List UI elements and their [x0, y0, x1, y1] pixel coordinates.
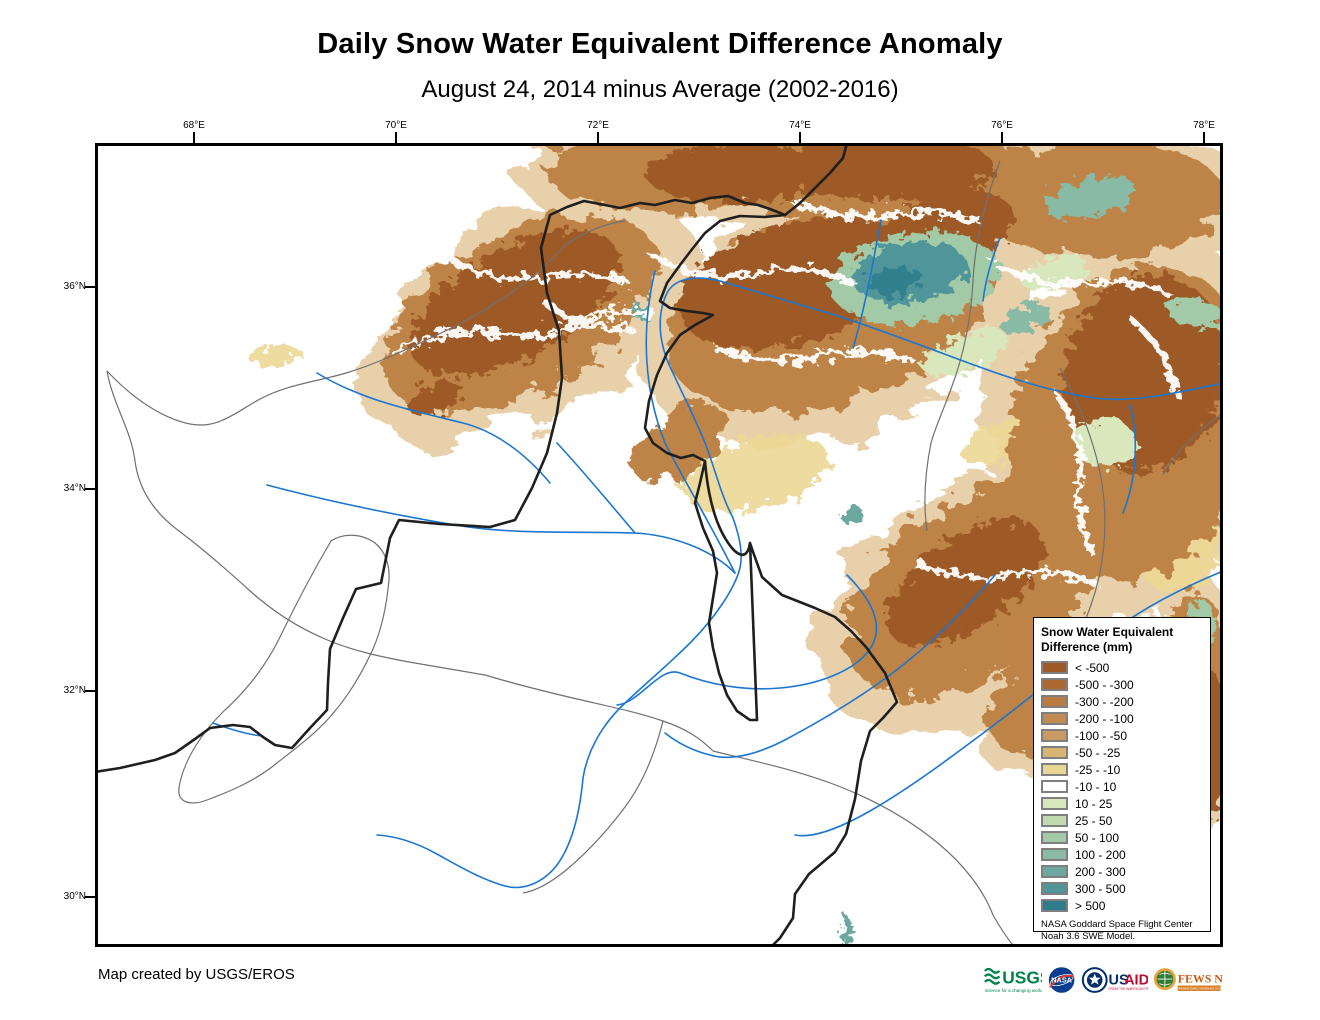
nasa-logo-text: NASA	[1051, 976, 1072, 985]
lat-label-36n: 36°N	[63, 281, 86, 292]
legend-item: 10 - 25	[1041, 795, 1204, 812]
page-subtitle: August 24, 2014 minus Average (2002-2016…	[421, 76, 899, 103]
map-canvas	[95, 143, 1223, 947]
lon-tick	[799, 132, 801, 143]
river-swat	[556, 442, 636, 534]
legend-swatch	[1041, 695, 1068, 708]
river-gilgit-trib	[852, 219, 882, 349]
legend-swatch	[1041, 746, 1068, 759]
lon-label-68e: 68°E	[183, 120, 205, 131]
legend-item: 50 - 100	[1041, 829, 1204, 846]
country-borders	[95, 143, 899, 947]
rivers	[212, 219, 1223, 889]
legend-item: 300 - 500	[1041, 880, 1204, 897]
snow-anomaly-map	[95, 143, 1223, 947]
river-panjshir	[316, 372, 551, 484]
river-kabul	[266, 484, 736, 574]
legend-swatch	[1041, 814, 1068, 827]
legend-item: -10 - 10	[1041, 778, 1204, 795]
map-credit: Map created by USGS/EROS	[98, 966, 295, 983]
legend-item: 25 - 50	[1041, 812, 1204, 829]
fewsnet-logo-text: FEWS NET	[1178, 972, 1223, 986]
border-northeast-spur	[783, 143, 849, 217]
legend-item: < -500	[1041, 659, 1204, 676]
legend-item: 200 - 300	[1041, 863, 1204, 880]
river-jhelum	[616, 574, 878, 706]
legend-swatch	[1041, 678, 1068, 691]
lon-tick	[1001, 132, 1003, 143]
usaid-logo-text-us: US	[1108, 973, 1129, 989]
legend-swatch	[1041, 882, 1068, 895]
legend-rows: < -500 -500 - -300 -300 - -200 -200 - -1…	[1041, 659, 1204, 914]
river-sutlej	[794, 570, 1223, 837]
river-indus	[376, 277, 1223, 889]
legend-swatch	[1041, 797, 1068, 810]
terrain-positive-anomaly	[628, 177, 1223, 947]
legend-swatch	[1041, 831, 1068, 844]
lon-label-70e: 70°E	[385, 120, 407, 131]
usgs-logo-tagline: science for a changing world	[985, 988, 1042, 993]
lon-tick	[193, 132, 195, 143]
lat-label-30n: 30°N	[63, 891, 86, 902]
basin-boundaries	[106, 160, 1223, 947]
legend-item: -200 - -100	[1041, 710, 1204, 727]
lat-tick	[85, 488, 95, 490]
lon-tick	[1203, 132, 1205, 143]
legend-box: Snow Water Equivalent Difference (mm) < …	[1033, 617, 1211, 942]
lat-label-32n: 32°N	[63, 685, 86, 696]
lon-label-76e: 76°E	[991, 120, 1013, 131]
usaid-logo-text-aid: AID	[1124, 973, 1149, 989]
river-chenab	[664, 574, 996, 759]
legend-item: -300 - -200	[1041, 693, 1204, 710]
legend-swatch	[1041, 712, 1068, 725]
legend-item: 100 - 200	[1041, 846, 1204, 863]
usgs-logo: USGS science for a changing world	[984, 968, 1042, 993]
lon-tick	[395, 132, 397, 143]
lat-tick	[85, 286, 95, 288]
fewsnet-logo-tagline: FAMINE EARLY WARNING SYSTEMS NETWORK	[1179, 987, 1223, 991]
legend-swatch	[1041, 865, 1068, 878]
legend-item: -500 - -300	[1041, 676, 1204, 693]
lat-tick	[85, 896, 95, 898]
footer-logos: USGS science for a changing world NASA U…	[983, 961, 1223, 999]
border-main	[95, 194, 899, 947]
river-north-trib	[982, 237, 1001, 302]
legend-swatch	[1041, 899, 1068, 912]
lon-label-72e: 72°E	[587, 120, 609, 131]
legend-swatch	[1041, 661, 1068, 674]
usaid-logo-tagline: FROM THE AMERICAN PEOPLE	[1108, 987, 1148, 991]
river-east-trib	[1122, 404, 1137, 514]
lat-label-34n: 34°N	[63, 483, 86, 494]
legend-title: Snow Water Equivalent Difference (mm)	[1041, 625, 1174, 654]
legend-source: NASA Goddard Space Flight Center Noah 3.…	[1041, 919, 1193, 943]
map-frame	[95, 143, 1223, 947]
usaid-logo: US AID FROM THE AMERICAN PEOPLE	[1081, 967, 1149, 993]
legend-item: -50 - -25	[1041, 744, 1204, 761]
legend-swatch	[1041, 780, 1068, 793]
lon-tick	[597, 132, 599, 143]
page-title: Daily Snow Water Equivalent Difference A…	[317, 28, 1003, 60]
lat-tick	[85, 690, 95, 692]
lon-label-74e: 74°E	[789, 120, 811, 131]
legend-swatch	[1041, 729, 1068, 742]
lon-label-78e: 78°E	[1193, 120, 1215, 131]
usgs-logo-text: USGS	[1002, 968, 1041, 988]
fewsnet-logo: FEWS NET FAMINE EARLY WARNING SYSTEMS NE…	[1154, 968, 1223, 991]
nasa-logo: NASA	[1048, 967, 1074, 993]
legend-item: -25 - -10	[1041, 761, 1204, 778]
river-kunar	[645, 270, 736, 574]
legend-swatch	[1041, 848, 1068, 861]
legend-swatch	[1041, 763, 1068, 776]
legend-item: > 500	[1041, 897, 1204, 914]
legend-item: -100 - -50	[1041, 727, 1204, 744]
